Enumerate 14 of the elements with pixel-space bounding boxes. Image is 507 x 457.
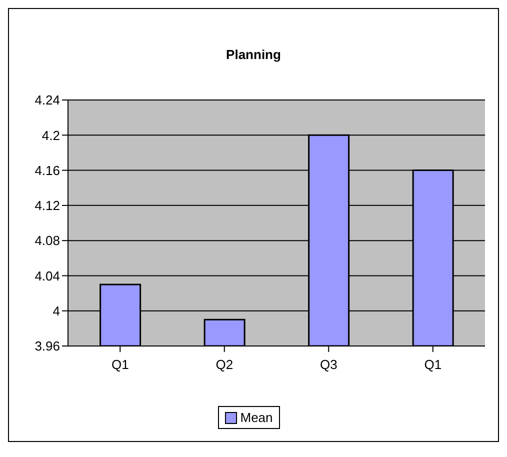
legend-label: Mean	[239, 410, 273, 425]
x-tick-label: Q1	[111, 357, 129, 372]
y-tick-label: 4.04	[34, 268, 60, 284]
y-tick-label: 4.24	[34, 92, 60, 108]
y-tick-label: 4.08	[34, 233, 60, 248]
y-tick-label: 4	[52, 303, 60, 318]
x-tick-label: Q2	[216, 357, 234, 372]
x-tick-label: Q1	[424, 357, 442, 372]
y-tick-label: 4.16	[34, 162, 60, 178]
y-tick-label: 4.2	[42, 128, 60, 143]
x-tick-label: Q3	[320, 357, 338, 372]
y-tick-label: 4.12	[34, 198, 60, 214]
y-tick-label: 3.96	[34, 338, 60, 354]
chart-title: Planning	[225, 47, 282, 62]
